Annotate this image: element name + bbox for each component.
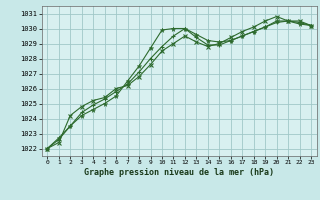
X-axis label: Graphe pression niveau de la mer (hPa): Graphe pression niveau de la mer (hPa) [84, 168, 274, 177]
